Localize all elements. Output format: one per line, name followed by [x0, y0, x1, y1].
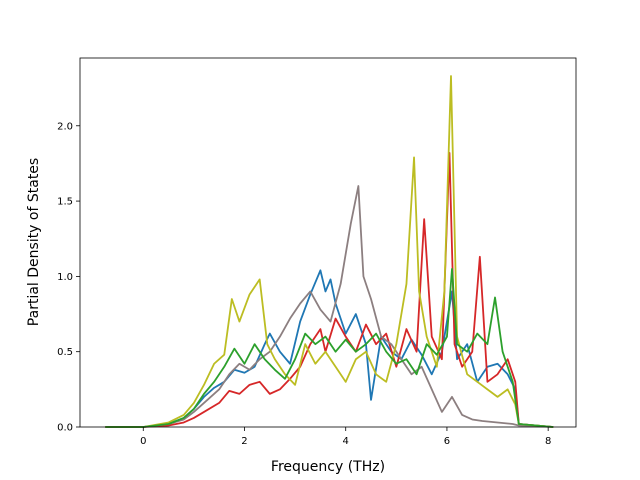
y-axis-title: Partial Density of States [26, 158, 42, 326]
x-tick-label: 4 [343, 436, 349, 447]
series-line-2 [105, 185, 554, 428]
y-tick-label: 0.5 [57, 347, 73, 358]
x-axis-title: Frequency (THz) [271, 459, 385, 475]
plot-lines [105, 75, 554, 428]
y-tick-label: 0.0 [57, 423, 73, 434]
plot-frame [79, 57, 577, 428]
x-tick-label: 0 [140, 436, 146, 447]
x-tick-label: 6 [444, 436, 450, 447]
y-tick-label: 1.0 [57, 272, 73, 283]
series-line-4 [105, 267, 554, 428]
y-tick-label: 1.5 [57, 197, 73, 208]
x-axis: 0 2 4 6 8 [140, 427, 551, 447]
x-tick-label: 8 [545, 436, 551, 447]
x-tick-label: 2 [241, 436, 247, 447]
series-line-3 [105, 75, 554, 428]
y-axis: 0.0 0.5 1.0 1.5 2.0 [57, 121, 80, 434]
series-line-1 [105, 151, 554, 428]
y-tick-label: 2.0 [57, 121, 73, 132]
